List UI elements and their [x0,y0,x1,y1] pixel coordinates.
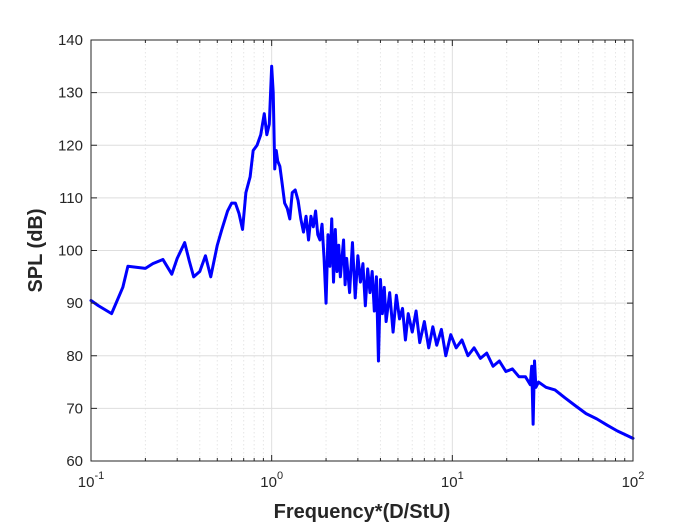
y-axis-label: SPL (dB) [25,208,47,292]
x-tick-exponent: 2 [638,470,644,482]
x-tick-base: 10 [441,474,458,491]
y-tick-label: 80 [66,348,83,365]
y-tick-label: 90 [66,295,83,312]
y-tick-label: 100 [58,243,83,260]
tick-marks [90,39,634,462]
x-tick-label: 101 [441,470,464,491]
x-tick-label: 100 [260,470,283,491]
y-tick-label: 120 [58,137,83,154]
major-grid-lines [91,40,633,461]
x-tick-exponent: -1 [94,470,104,482]
x-tick-label: 102 [622,470,645,491]
y-tick-label: 70 [66,400,83,417]
y-tick-label: 140 [58,32,83,49]
y-tick-label: 130 [58,85,83,102]
x-tick-base: 10 [78,474,95,491]
x-tick-exponent: 1 [458,470,464,482]
x-tick-labels: 10-1 100 101 102 [78,470,645,491]
series-line [89,64,635,440]
y-tick-label: 110 [59,190,83,207]
series-layer [89,64,635,440]
x-tick-label: 10-1 [78,470,104,491]
x-tick-base: 10 [260,474,277,491]
x-tick-exponent: 0 [277,470,283,482]
x-axis-label: Frequency*(D/StU) [274,501,451,523]
y-tick-label: 60 [66,453,83,470]
x-tick-base: 10 [622,474,639,491]
y-tick-labels: 60 70 80 90 100 110 120 130 140 [58,32,83,470]
